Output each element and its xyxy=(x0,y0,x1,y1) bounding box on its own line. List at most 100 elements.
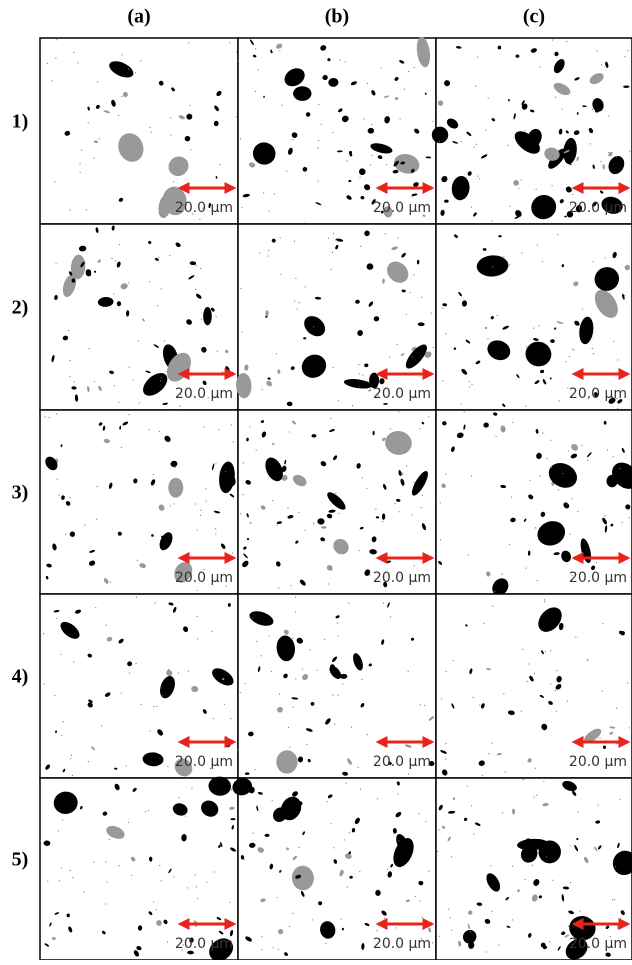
speckle xyxy=(179,405,181,407)
pore xyxy=(594,846,598,852)
pore xyxy=(275,561,281,567)
pore xyxy=(414,128,420,134)
pore xyxy=(394,97,399,101)
pore xyxy=(528,932,532,938)
speckle xyxy=(399,118,401,120)
pore xyxy=(454,234,458,238)
pore xyxy=(548,462,578,488)
pore xyxy=(143,373,168,396)
speckle xyxy=(306,743,308,745)
speckle xyxy=(96,485,98,488)
speckle xyxy=(196,529,198,531)
speckle xyxy=(46,62,48,64)
speckle xyxy=(276,524,278,526)
speckle xyxy=(56,617,58,620)
image-frame xyxy=(237,777,437,961)
pore xyxy=(302,674,309,681)
pore xyxy=(493,412,498,416)
pore xyxy=(69,271,73,276)
speckle xyxy=(128,414,130,416)
speckle xyxy=(509,264,511,266)
pore xyxy=(333,455,338,461)
pore xyxy=(500,425,506,433)
speckle xyxy=(525,405,527,407)
pore xyxy=(490,316,494,320)
pore xyxy=(622,293,625,300)
speckle xyxy=(127,282,130,284)
speckle xyxy=(543,780,545,782)
pore xyxy=(142,752,164,767)
speckle xyxy=(566,700,568,702)
speckle xyxy=(332,366,334,368)
speckle xyxy=(326,801,329,803)
speckle xyxy=(215,528,217,530)
speckle xyxy=(216,350,218,352)
pore xyxy=(516,374,520,379)
pore xyxy=(610,523,614,527)
speckle xyxy=(98,138,100,140)
pore xyxy=(364,230,370,237)
pore xyxy=(451,175,470,201)
speckle xyxy=(616,398,618,400)
pore xyxy=(189,261,197,266)
pore xyxy=(117,531,122,536)
pore xyxy=(44,943,49,947)
pore xyxy=(399,60,405,64)
speckle xyxy=(188,42,190,44)
pore xyxy=(196,293,202,299)
speckle xyxy=(612,456,614,458)
speckle xyxy=(338,512,340,515)
speckle xyxy=(118,865,120,867)
speckle xyxy=(320,123,322,125)
pore xyxy=(473,212,477,217)
speckle xyxy=(327,237,330,239)
pore xyxy=(281,465,287,472)
speckle xyxy=(404,451,406,453)
pore xyxy=(401,289,406,293)
speckle xyxy=(479,704,481,707)
pore xyxy=(231,825,234,830)
micrograph: 20.0 µm xyxy=(236,223,437,411)
pore xyxy=(54,294,58,301)
pore xyxy=(500,484,507,489)
speckle xyxy=(616,707,618,709)
speckle xyxy=(494,590,496,593)
pore xyxy=(608,151,613,157)
speckle xyxy=(167,765,169,768)
speckle xyxy=(617,359,619,361)
speckle xyxy=(440,539,442,541)
pore xyxy=(93,140,99,144)
speckle xyxy=(361,678,363,681)
pore xyxy=(461,368,468,375)
pore xyxy=(612,251,617,259)
speckle xyxy=(536,794,538,796)
pore xyxy=(400,353,405,357)
micrograph: 20.0 µm xyxy=(39,37,239,225)
speckle xyxy=(389,616,392,618)
speckle xyxy=(397,237,399,239)
pore xyxy=(277,369,281,374)
pore xyxy=(60,621,80,639)
pore xyxy=(394,153,420,174)
pore xyxy=(342,771,348,776)
pore xyxy=(531,894,538,902)
speckle xyxy=(587,459,589,462)
speckle xyxy=(533,672,536,675)
speckle xyxy=(242,462,244,464)
row-label: 3) xyxy=(12,482,29,504)
pore xyxy=(576,156,579,162)
speckle xyxy=(534,767,536,769)
pore xyxy=(286,847,290,851)
micrograph: 20.0 µm xyxy=(232,777,437,961)
pore xyxy=(116,261,121,268)
pore xyxy=(591,565,596,571)
pore xyxy=(388,761,392,766)
pore xyxy=(85,269,92,275)
pore xyxy=(381,513,386,520)
speckle xyxy=(236,116,238,118)
pore xyxy=(395,811,402,818)
pore xyxy=(476,902,483,906)
pore xyxy=(516,838,549,851)
pore xyxy=(276,521,283,524)
pore xyxy=(333,538,349,555)
